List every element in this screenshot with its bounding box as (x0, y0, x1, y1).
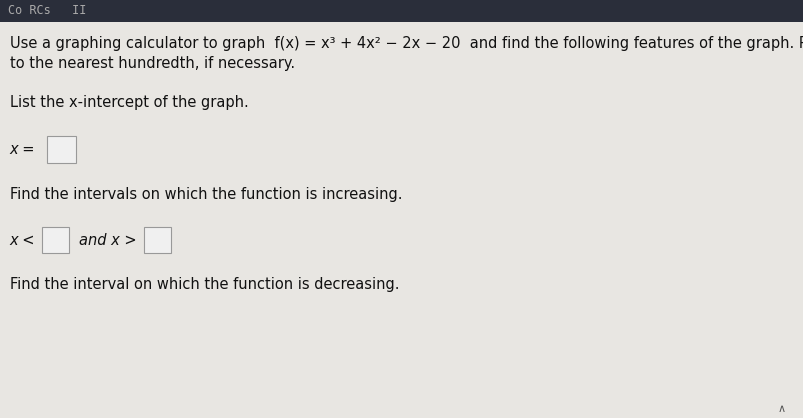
Text: x <: x < (10, 233, 35, 248)
Text: and x >: and x > (79, 233, 137, 248)
Text: Co RCs   II: Co RCs II (8, 5, 86, 18)
Text: Use a graphing calculator to graph  f(x) = x³ + 4x² − 2x − 20  and find the foll: Use a graphing calculator to graph f(x) … (10, 36, 803, 51)
Text: List the x-intercept of the graph.: List the x-intercept of the graph. (10, 95, 248, 110)
Text: Find the intervals on which the function is increasing.: Find the intervals on which the function… (10, 187, 402, 202)
Text: ∧: ∧ (777, 404, 785, 414)
Text: x =: x = (10, 142, 35, 157)
Text: to the nearest hundredth, if necessary.: to the nearest hundredth, if necessary. (10, 56, 295, 71)
Text: Find the interval on which the function is decreasing.: Find the interval on which the function … (10, 277, 398, 292)
